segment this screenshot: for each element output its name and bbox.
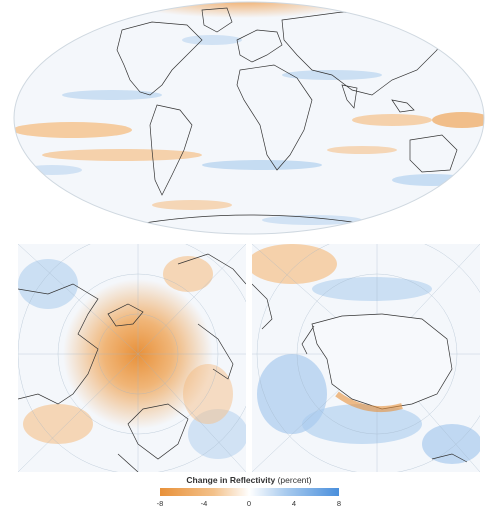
legend-tick: 8 [336, 499, 342, 508]
arctic-map [18, 244, 246, 472]
legend-title-line: Change in Reflectivity (percent) [0, 475, 498, 485]
legend-tick: 0 [246, 499, 252, 508]
global-map [12, 0, 486, 236]
legend-title: Change in Reflectivity [186, 475, 276, 485]
legend-tick: -4 [200, 499, 208, 508]
antarctic-map [252, 244, 480, 472]
legend-unit: (percent) [277, 475, 312, 485]
legend-tick: -8 [156, 499, 164, 508]
legend-color-bar [160, 488, 339, 496]
legend-tick: 4 [291, 499, 297, 508]
color-legend: Change in Reflectivity (percent) -8 -4 0… [0, 474, 498, 510]
